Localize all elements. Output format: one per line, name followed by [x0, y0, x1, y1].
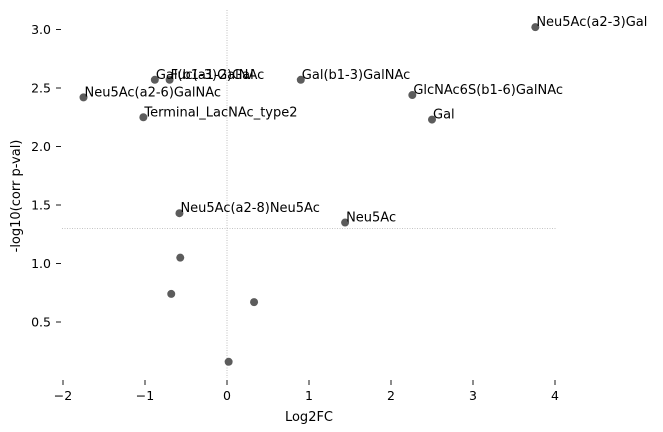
x-tick-label: −2: [54, 388, 72, 403]
point-label: Terminal_LacNAc_type2: [143, 105, 297, 120]
plot-area: Neu5Ac(a2-3)GalGal(b1-3)GalNAcFuc(a1-2)G…: [62, 10, 647, 378]
point-label: Neu5Ac(a2-8)Neu5Ac: [180, 201, 319, 216]
y-tick-label: 3.0: [31, 22, 51, 37]
point-label: Gal(b1-3)GalNAc: [156, 68, 264, 83]
data-point: [139, 113, 148, 122]
point-label: Fuc(a1-2)Gal: [171, 68, 254, 83]
data-point: [176, 253, 185, 262]
y-tick-label: 2.0: [31, 139, 51, 154]
data-point: [79, 93, 88, 102]
y-axis-label: -log10(corr p-val): [9, 140, 24, 253]
x-tick-label: 2: [387, 388, 395, 403]
y-axis: 0.5 1.0 1.5 2.0 2.5 3.0: [31, 22, 61, 330]
point-label: Neu5Ac(a2-6)GalNAc: [85, 85, 222, 100]
data-point: [296, 75, 305, 84]
data-point: [250, 298, 259, 307]
points-layer: [79, 23, 540, 366]
point-label: Neu5Ac(a2-3)Gal: [536, 15, 647, 30]
data-point: [428, 115, 436, 124]
point-label: Gal(b1-3)GalNAc: [302, 68, 410, 83]
x-tick-label: 4: [551, 388, 559, 403]
x-tick-label: −1: [136, 388, 154, 403]
x-axis: −2 −1 0 1 2 3 4: [54, 380, 559, 403]
data-point: [408, 91, 417, 100]
x-axis-label: Log2FC: [285, 410, 333, 425]
data-point: [175, 209, 184, 218]
data-point: [165, 75, 174, 84]
point-label: GlcNAc6S(b1-6)GalNAc: [413, 83, 563, 98]
data-point: [150, 75, 159, 84]
data-point: [224, 357, 233, 366]
y-tick-label: 1.0: [31, 256, 51, 271]
x-tick-label: 1: [305, 388, 313, 403]
x-tick-label: 0: [223, 388, 231, 403]
y-tick-label: 1.5: [31, 198, 51, 213]
x-tick-label: 3: [469, 388, 477, 403]
point-label: Neu5Ac: [346, 211, 396, 226]
point-labels-layer: Neu5Ac(a2-3)GalGal(b1-3)GalNAcFuc(a1-2)G…: [85, 15, 648, 225]
y-tick-label: 2.5: [31, 81, 51, 96]
point-label: Gal: [433, 108, 455, 123]
y-tick-label: 0.5: [31, 315, 51, 330]
data-point: [341, 218, 350, 227]
data-point: [531, 23, 540, 32]
data-point: [167, 289, 176, 298]
